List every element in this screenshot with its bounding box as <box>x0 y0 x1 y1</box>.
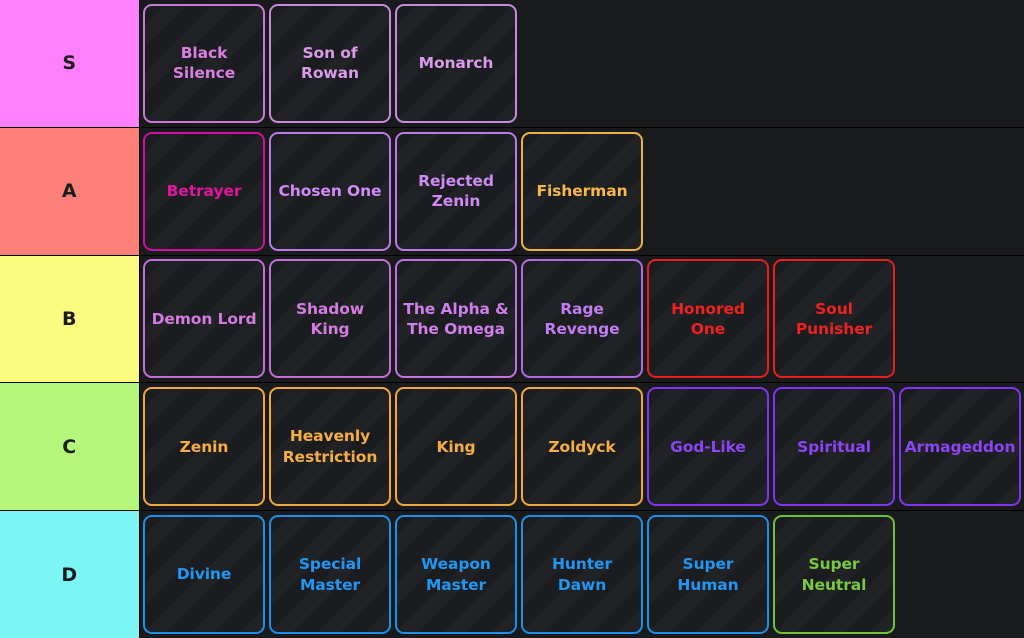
tier-card-label: Honored One <box>671 299 745 338</box>
tier-card[interactable]: Spiritual <box>773 387 895 507</box>
tier-card[interactable]: Heavenly Restriction <box>269 387 391 507</box>
tier-card-label: Armageddon <box>904 437 1016 456</box>
tier-card-label: Demon Lord <box>151 309 257 328</box>
tier-row: S Black Silence Son of Rowan Monarch <box>0 0 1024 128</box>
tier-items-b: Demon Lord Shadow King The Alpha & The Ome… <box>140 255 1024 383</box>
tier-card-label: Rejected Zenin <box>418 171 494 211</box>
tier-card-label: Divine <box>176 565 232 584</box>
tier-card[interactable]: Soul Punisher <box>773 259 895 379</box>
tier-card-label: The Alpha & The Omega <box>403 299 509 338</box>
tier-card-label: Black Silence <box>172 43 236 83</box>
tier-card[interactable]: Rage Revenge <box>521 259 643 379</box>
tier-card[interactable]: Monarch <box>395 3 517 123</box>
tier-row: A Betrayer Chosen One Rejected Zenin Fisherm… <box>0 127 1024 256</box>
tier-card-label: Super Neutral <box>801 555 867 594</box>
tier-card[interactable]: God-Like <box>647 387 769 507</box>
tier-items-d: Divine Special Master Weapon Master Hunter … <box>140 511 1024 638</box>
tier-card[interactable]: The Alpha & The Omega <box>395 259 517 379</box>
tier-card[interactable]: Honored One <box>647 259 769 379</box>
tier-card-label: Spiritual <box>797 437 871 456</box>
tier-card[interactable]: Son of Rowan <box>269 3 391 123</box>
tier-card-label: Special Master <box>298 555 362 594</box>
tier-card[interactable]: Hunter Dawn <box>521 515 643 635</box>
tier-card-label: Super Human <box>677 555 739 594</box>
tier-card[interactable]: Shadow King <box>269 259 391 379</box>
tier-card-label: Son of Rowan <box>301 43 359 83</box>
tier-card-label: Zoldyck <box>548 437 616 456</box>
tier-card-label: Monarch <box>418 54 494 73</box>
tier-card[interactable]: Super Human <box>647 515 769 635</box>
tier-label-c[interactable]: C <box>0 383 140 511</box>
tier-card[interactable]: Super Neutral <box>773 515 895 635</box>
tier-card-label: Rage Revenge <box>544 299 620 338</box>
tier-card-label: Chosen One <box>278 181 382 200</box>
tier-label-d[interactable]: D <box>0 511 140 638</box>
tier-card-label: Zenin <box>179 437 229 456</box>
tier-card-label: Fisherman <box>536 181 628 200</box>
tier-card-label: Soul Punisher <box>795 299 873 338</box>
tier-row: B Demon Lord Shadow King The Alpha & The Om… <box>0 255 1024 384</box>
tier-card[interactable]: Chosen One <box>269 131 391 251</box>
tier-card[interactable]: Zenin <box>143 387 265 507</box>
tier-card-label: Weapon Master <box>421 555 491 594</box>
tier-card-label: King <box>436 437 476 456</box>
tier-card[interactable]: Armageddon <box>899 387 1021 507</box>
tier-card[interactable]: Betrayer <box>143 131 265 251</box>
tier-label-a[interactable]: A <box>0 127 140 255</box>
tier-label-s[interactable]: S <box>0 0 140 127</box>
tier-card[interactable]: Weapon Master <box>395 515 517 635</box>
tier-card-label: Betrayer <box>166 181 242 200</box>
tier-card[interactable]: Black Silence <box>143 3 265 123</box>
tier-row: D Divine Special Master Weapon Master Hunter… <box>0 511 1024 638</box>
tier-card-label: God-Like <box>670 437 746 456</box>
tier-items-c: Zenin Heavenly Restriction King Zoldyck God-… <box>140 383 1024 511</box>
tier-card[interactable]: Divine <box>143 515 265 635</box>
tier-items-a: Betrayer Chosen One Rejected Zenin Fisherma… <box>140 127 1024 255</box>
tier-card[interactable]: Demon Lord <box>143 259 265 379</box>
tier-card[interactable]: Rejected Zenin <box>395 131 517 251</box>
tier-card-label: Hunter Dawn <box>551 555 612 594</box>
tier-card[interactable]: Fisherman <box>521 131 643 251</box>
tier-items-s: Black Silence Son of Rowan Monarch <box>140 0 1024 127</box>
tier-card-label: Heavenly Restriction <box>282 427 378 466</box>
tier-row: C Zenin Heavenly Restriction King Zoldyck God… <box>0 383 1024 512</box>
tier-card-label: Shadow King <box>295 299 365 338</box>
tier-label-b[interactable]: B <box>0 255 140 383</box>
tier-card[interactable]: Special Master <box>269 515 391 635</box>
tier-card[interactable]: Zoldyck <box>521 387 643 507</box>
tier-card[interactable]: King <box>395 387 517 507</box>
